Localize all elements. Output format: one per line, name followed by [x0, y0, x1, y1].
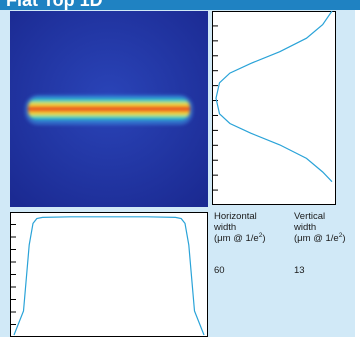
beam-line — [28, 97, 190, 121]
vertical-width-value: 13 — [294, 265, 305, 276]
beam-intensity-map — [10, 11, 208, 207]
page-title: Flat Top 1D — [6, 0, 103, 10]
horizontal-profile-line — [13, 216, 205, 336]
horizontal-width-value: 60 — [214, 265, 225, 276]
horizontal-width-label: Horizontal width (μm @ 1/e2) — [214, 211, 266, 244]
horizontal-profile-frame — [10, 212, 208, 337]
title-bar: Flat Top 1D — [0, 0, 360, 10]
vertical-profile-frame — [212, 11, 336, 205]
vertical-profile-chart — [212, 11, 336, 205]
beam-width-legend: Horizontal width (μm @ 1/e2) Vertical wi… — [214, 211, 354, 281]
vertical-profile-line — [215, 11, 333, 183]
vertical-width-label: Vertical width (μm @ 1/e2) — [294, 211, 346, 244]
horizontal-profile-chart — [10, 212, 208, 337]
